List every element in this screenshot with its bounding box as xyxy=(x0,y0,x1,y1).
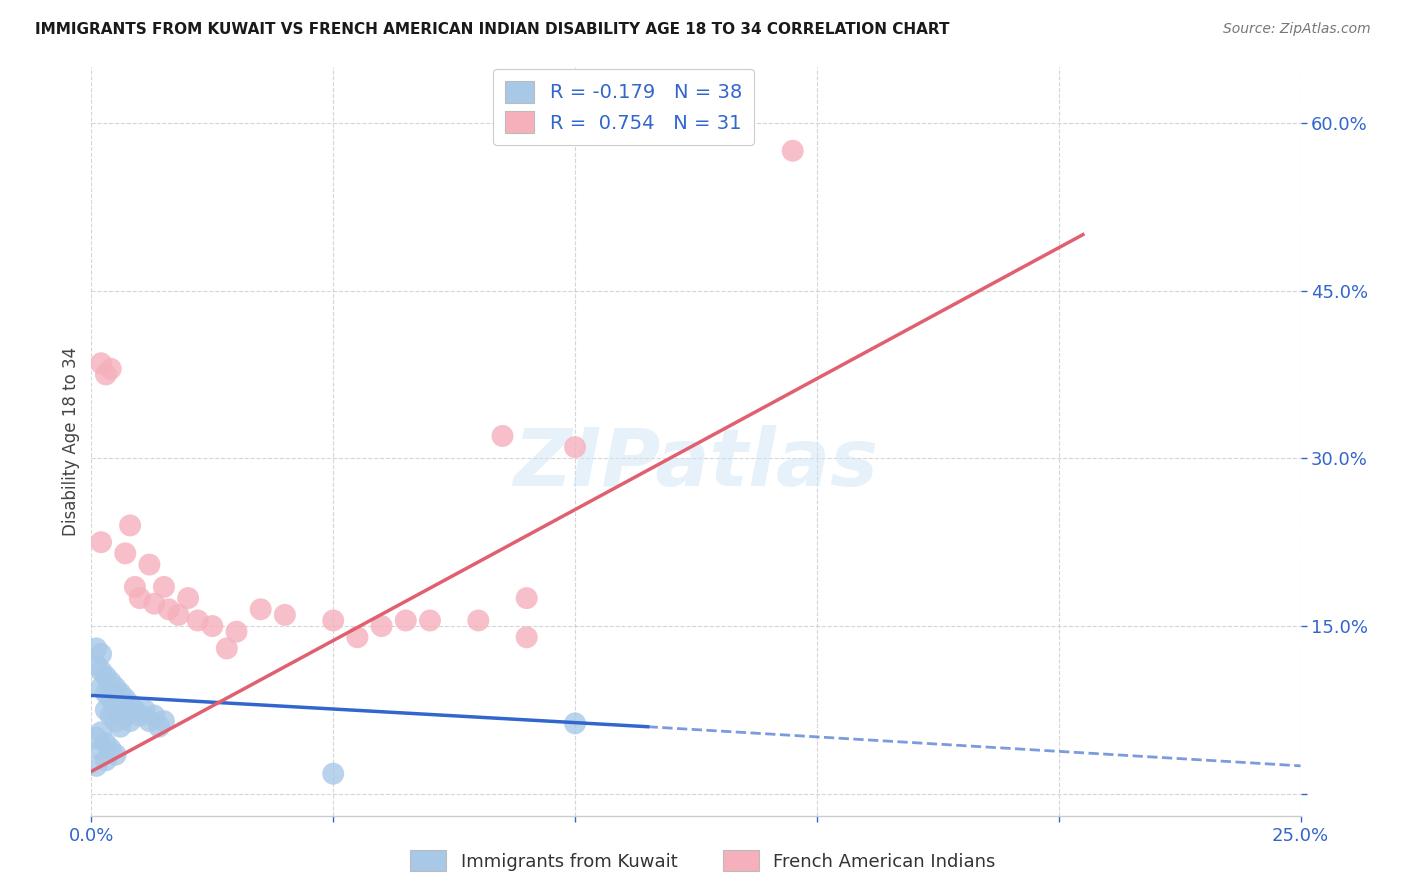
Point xyxy=(84,658,107,673)
Point xyxy=(114,691,136,706)
Point xyxy=(564,440,586,454)
Point xyxy=(249,602,271,616)
Legend: Immigrants from Kuwait, French American Indians: Immigrants from Kuwait, French American … xyxy=(404,843,1002,879)
Point xyxy=(148,720,170,734)
Point xyxy=(90,664,112,678)
Point xyxy=(90,725,112,739)
Point xyxy=(143,597,166,611)
Point xyxy=(128,708,150,723)
Point xyxy=(84,731,107,745)
Point xyxy=(84,759,107,773)
Text: ZIPatlas: ZIPatlas xyxy=(513,425,879,503)
Legend: R = -0.179   N = 38, R =  0.754   N = 31: R = -0.179 N = 38, R = 0.754 N = 31 xyxy=(494,69,754,145)
Point xyxy=(564,716,586,731)
Point xyxy=(94,737,117,751)
Point xyxy=(346,630,368,644)
Point xyxy=(167,607,190,622)
Point xyxy=(104,698,127,712)
Point xyxy=(782,144,804,158)
Point xyxy=(114,546,136,560)
Point xyxy=(124,703,146,717)
Point xyxy=(110,686,132,700)
Point xyxy=(114,708,136,723)
Point xyxy=(94,753,117,767)
Point xyxy=(153,714,176,728)
Point xyxy=(90,681,112,695)
Point xyxy=(138,714,160,728)
Point xyxy=(90,535,112,549)
Point xyxy=(120,714,142,728)
Point xyxy=(138,558,160,572)
Text: IMMIGRANTS FROM KUWAIT VS FRENCH AMERICAN INDIAN DISABILITY AGE 18 TO 34 CORRELA: IMMIGRANTS FROM KUWAIT VS FRENCH AMERICA… xyxy=(35,22,949,37)
Point xyxy=(110,703,132,717)
Point xyxy=(215,641,238,656)
Point xyxy=(100,675,122,690)
Point xyxy=(100,742,122,756)
Point xyxy=(100,691,122,706)
Point xyxy=(274,607,297,622)
Point xyxy=(395,614,418,628)
Point xyxy=(110,720,132,734)
Point xyxy=(104,714,127,728)
Point xyxy=(322,614,344,628)
Point xyxy=(491,429,513,443)
Y-axis label: Disability Age 18 to 34: Disability Age 18 to 34 xyxy=(62,347,80,536)
Point xyxy=(177,591,200,606)
Point xyxy=(134,703,156,717)
Point xyxy=(201,619,224,633)
Point xyxy=(225,624,247,639)
Point xyxy=(90,647,112,661)
Point xyxy=(516,591,538,606)
Point xyxy=(322,766,344,780)
Point xyxy=(157,602,180,616)
Point xyxy=(120,518,142,533)
Point xyxy=(124,580,146,594)
Point xyxy=(516,630,538,644)
Point xyxy=(153,580,176,594)
Point xyxy=(143,708,166,723)
Point xyxy=(94,669,117,683)
Point xyxy=(467,614,489,628)
Point xyxy=(84,641,107,656)
Point xyxy=(419,614,441,628)
Point xyxy=(104,747,127,762)
Point xyxy=(90,742,112,756)
Point xyxy=(128,591,150,606)
Text: Source: ZipAtlas.com: Source: ZipAtlas.com xyxy=(1223,22,1371,37)
Point xyxy=(94,686,117,700)
Point xyxy=(100,708,122,723)
Point xyxy=(370,619,392,633)
Point xyxy=(94,703,117,717)
Point xyxy=(104,681,127,695)
Point xyxy=(100,362,122,376)
Point xyxy=(120,698,142,712)
Point xyxy=(187,614,209,628)
Point xyxy=(90,356,112,370)
Point xyxy=(94,368,117,382)
